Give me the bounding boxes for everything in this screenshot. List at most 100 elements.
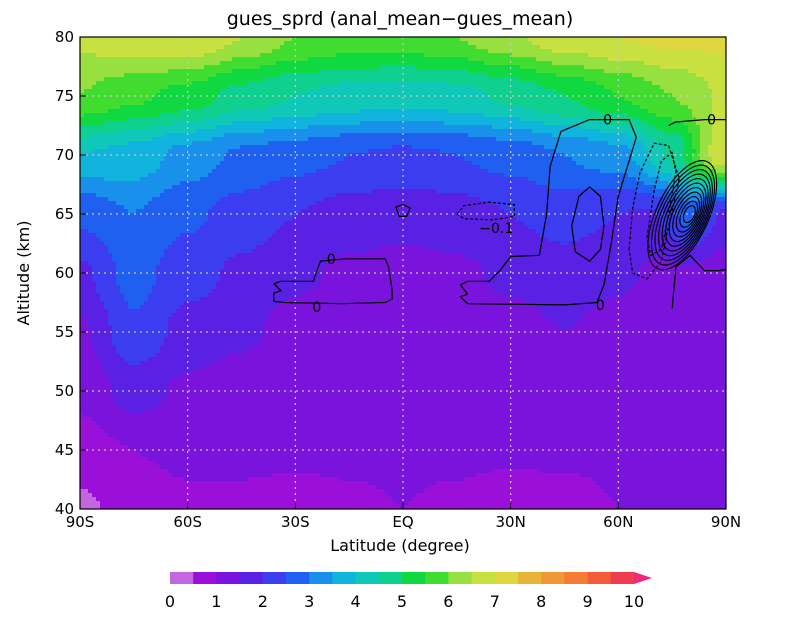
field-cell <box>236 221 241 226</box>
field-cell <box>152 441 157 446</box>
field-cell <box>132 421 137 426</box>
field-cell <box>228 249 233 254</box>
field-cell <box>88 461 93 466</box>
field-cell <box>232 417 237 422</box>
field-cell <box>120 45 125 50</box>
field-cell <box>220 449 225 454</box>
field-cell <box>80 433 85 438</box>
field-cell <box>112 333 117 338</box>
field-cell <box>124 345 129 350</box>
field-cell <box>172 193 177 198</box>
field-cell <box>128 385 133 390</box>
field-cell <box>176 337 181 342</box>
field-cell <box>108 233 113 238</box>
field-cell <box>164 445 169 450</box>
field-cell <box>152 433 157 438</box>
field-cell <box>104 173 109 178</box>
field-cell <box>212 313 217 318</box>
field-cell <box>148 457 153 462</box>
field-cell <box>196 241 201 246</box>
field-cell <box>80 253 85 258</box>
field-cell <box>188 477 193 482</box>
field-cell <box>168 421 173 426</box>
field-cell <box>204 205 209 210</box>
field-cell <box>136 377 141 382</box>
field-cell <box>108 193 113 198</box>
field-cell <box>120 281 125 286</box>
field-cell <box>152 45 157 50</box>
field-cell <box>196 365 201 370</box>
field-cell <box>112 53 117 58</box>
field-cell <box>144 253 149 258</box>
field-cell <box>172 137 177 142</box>
field-cell <box>208 269 213 274</box>
field-cell <box>236 373 241 378</box>
field-cell <box>224 189 229 194</box>
field-cell <box>180 165 185 170</box>
field-cell <box>212 413 217 418</box>
field-cell <box>92 189 97 194</box>
field-cell <box>124 217 129 222</box>
field-cell <box>232 145 237 150</box>
field-cell <box>172 237 177 242</box>
field-cell <box>92 41 97 46</box>
field-cell <box>220 469 225 474</box>
field-cell <box>84 353 89 358</box>
field-cell <box>188 377 193 382</box>
field-cell <box>132 241 137 246</box>
field-cell <box>228 145 233 150</box>
field-cell <box>188 489 193 494</box>
field-cell <box>112 105 117 110</box>
field-cell <box>212 477 217 482</box>
field-cell <box>224 73 229 78</box>
field-cell <box>228 149 233 154</box>
field-cell <box>164 133 169 138</box>
field-cell <box>92 237 97 242</box>
field-cell <box>172 317 177 322</box>
field-cell <box>220 101 225 106</box>
field-cell <box>140 237 145 242</box>
field-cell <box>188 245 193 250</box>
field-cell <box>132 433 137 438</box>
field-cell <box>188 501 193 506</box>
field-cell <box>228 481 233 486</box>
field-cell <box>164 349 169 354</box>
field-cell <box>80 69 85 74</box>
field-cell <box>80 393 85 398</box>
field-cell <box>140 357 145 362</box>
field-cell <box>244 85 249 90</box>
field-cell <box>168 373 173 378</box>
field-cell <box>124 149 129 154</box>
field-cell <box>128 381 133 386</box>
field-cell <box>108 377 113 382</box>
field-cell <box>204 333 209 338</box>
field-cell <box>140 433 145 438</box>
field-cell <box>160 409 165 414</box>
field-cell <box>188 353 193 358</box>
field-cell <box>124 437 129 442</box>
field-cell <box>140 425 145 430</box>
field-cell <box>156 241 161 246</box>
field-cell <box>232 485 237 490</box>
field-cell <box>100 57 105 62</box>
field-cell <box>92 393 97 398</box>
field-cell <box>152 357 157 362</box>
field-cell <box>108 437 113 442</box>
field-cell <box>128 165 133 170</box>
field-cell <box>120 473 125 478</box>
field-cell <box>104 265 109 270</box>
field-cell <box>172 465 177 470</box>
field-cell <box>96 377 101 382</box>
field-cell <box>148 337 153 342</box>
field-cell <box>188 101 193 106</box>
field-cell <box>176 93 181 98</box>
field-cell <box>232 489 237 494</box>
field-cell <box>144 297 149 302</box>
field-cell <box>164 325 169 330</box>
field-cell <box>148 221 153 226</box>
field-cell <box>232 433 237 438</box>
field-cell <box>224 41 229 46</box>
field-cell <box>172 341 177 346</box>
field-cell <box>184 105 189 110</box>
field-cell <box>116 65 121 70</box>
